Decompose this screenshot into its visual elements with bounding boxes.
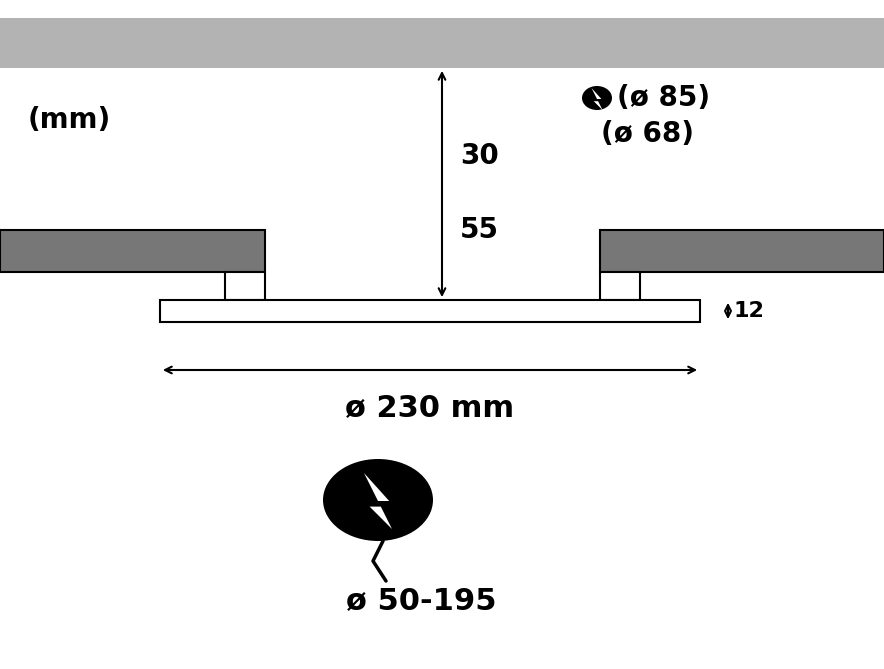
Bar [600,230,884,272]
Text: ø 50-195: ø 50-195 [346,586,497,615]
Text: 12: 12 [734,301,765,321]
Bar [0,18,884,68]
Text: (ø 68): (ø 68) [601,120,694,148]
Bar [0,230,265,272]
Bar [600,272,640,300]
Bar [160,300,700,322]
Ellipse shape [323,459,433,541]
Polygon shape [364,473,392,529]
Text: (mm): (mm) [28,106,111,134]
Text: 30: 30 [460,142,499,170]
Bar [225,272,265,300]
Polygon shape [591,88,603,110]
Text: ø 230 mm: ø 230 mm [346,393,514,423]
Ellipse shape [582,86,612,110]
Text: 55: 55 [460,216,499,244]
Text: (ø 85): (ø 85) [617,84,710,112]
